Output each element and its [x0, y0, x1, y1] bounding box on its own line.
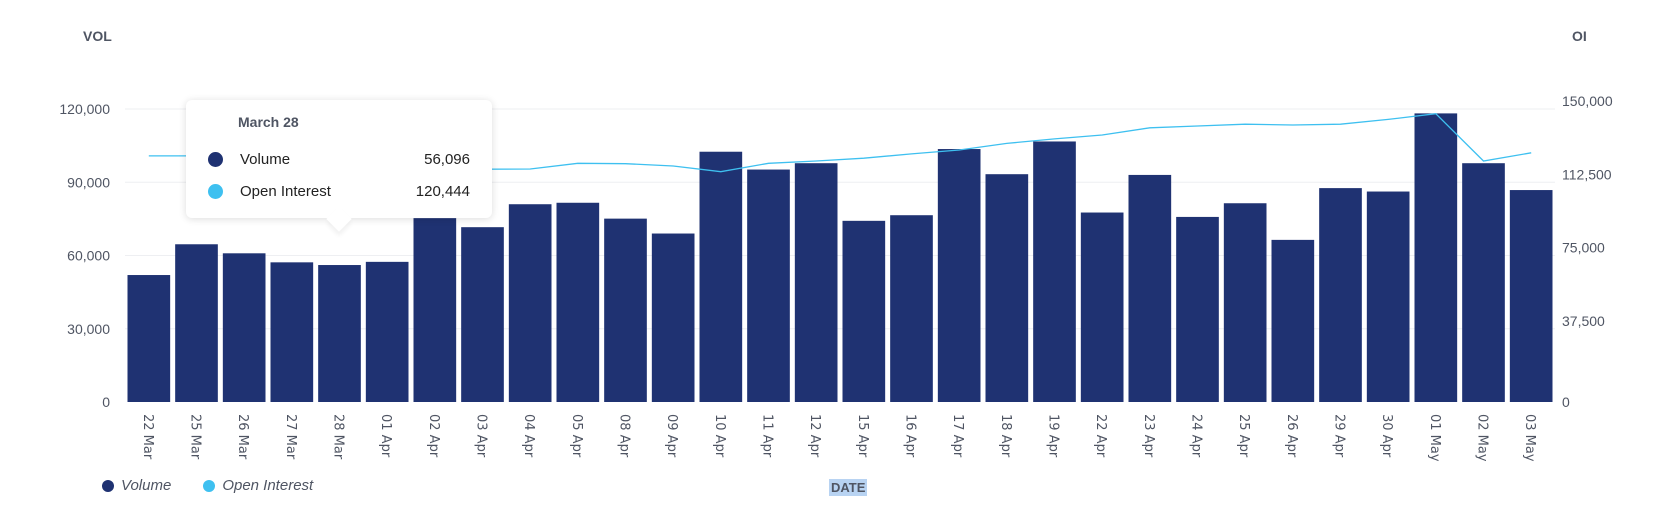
x-tick-label: 10 Apr — [712, 414, 727, 458]
x-axis-labels: 22 Mar 25 Mar 26 Mar 27 Mar 28 Mar 01 Apr 02 A… — [140, 414, 1537, 462]
tooltip: March 28 Volume 56,096 Open Interest 120… — [186, 100, 492, 218]
volume-bar[interactable] — [699, 151, 743, 402]
x-tick-label: 02 May — [1475, 414, 1490, 462]
x-tick-label: 01 Apr — [378, 414, 393, 458]
volume-bar[interactable] — [1080, 212, 1124, 402]
tooltip-row-open-interest: Open Interest 120,444 — [208, 180, 470, 202]
right-tick-label: 37,500 — [1562, 313, 1605, 329]
x-tick-label: 19 Apr — [1046, 414, 1061, 458]
right-tick-label: 150,000 — [1562, 93, 1613, 109]
legend: Volume Open Interest — [102, 477, 345, 494]
x-tick-label: 18 Apr — [998, 414, 1013, 458]
legend-label: Volume — [121, 477, 172, 494]
volume-bar[interactable] — [1509, 190, 1553, 402]
x-tick-label: 17 Apr — [950, 414, 965, 458]
x-tick-label: 26 Mar — [235, 414, 250, 460]
legend-label: Open Interest — [222, 477, 314, 494]
x-tick-label: 22 Mar — [140, 414, 155, 460]
right-tick-label: 112,500 — [1562, 166, 1612, 182]
volume-bar[interactable] — [1176, 216, 1219, 402]
volume-bar[interactable] — [1271, 239, 1315, 402]
left-tick-label: 60,000 — [67, 248, 110, 264]
left-tick-label: 0 — [102, 394, 110, 410]
left-tick-label: 30,000 — [67, 321, 110, 337]
volume-bar[interactable] — [508, 204, 552, 402]
right-tick-label: 0 — [1562, 394, 1570, 410]
volume-dot-icon — [102, 479, 114, 492]
volume-bar[interactable] — [1462, 163, 1505, 402]
volume-bar[interactable] — [1223, 203, 1267, 402]
open-interest-dot-icon — [203, 479, 216, 492]
volume-bar[interactable] — [1414, 113, 1458, 403]
volume-bar[interactable] — [890, 215, 933, 402]
x-tick-label: 16 Apr — [903, 414, 918, 458]
x-tick-label: 23 Apr — [1141, 414, 1156, 458]
x-tick-label: 12 Apr — [807, 414, 822, 458]
x-tick-label: 11 Apr — [760, 414, 775, 458]
left-tick-label: 90,000 — [67, 174, 110, 190]
x-tick-label: 26 Apr — [1284, 414, 1299, 458]
left-axis-ticks: 0 30,000 60,000 90,000 120,000 — [59, 101, 110, 410]
x-tick-label: 03 Apr — [474, 414, 489, 458]
tooltip-title: March 28 — [238, 114, 299, 130]
legend-item-open-interest[interactable]: Open Interest — [203, 477, 313, 494]
x-tick-label: 27 Mar — [283, 414, 298, 460]
left-axis-title: VOL — [83, 28, 112, 44]
x-tick-label: 15 Apr — [855, 414, 870, 458]
legend-item-volume[interactable]: Volume — [102, 477, 171, 494]
volume-bar[interactable] — [937, 149, 981, 402]
volume-bar[interactable] — [1319, 188, 1362, 402]
open-interest-dot-icon — [208, 183, 223, 199]
volume-bar[interactable] — [1366, 191, 1410, 402]
volume-bar[interactable] — [318, 265, 361, 402]
volume-bar[interactable] — [1033, 141, 1076, 402]
x-tick-label: 24 Apr — [1189, 414, 1204, 458]
volume-bar[interactable] — [365, 261, 409, 402]
volume-bar[interactable] — [175, 244, 218, 402]
x-axis-title: DATE — [829, 479, 868, 496]
right-axis-ticks: 0 37,500 75,000 112,500 150,000 — [1562, 93, 1613, 410]
x-tick-label: 02 Apr — [426, 414, 441, 458]
tooltip-value: 56,096 — [424, 150, 470, 168]
x-tick-label: 01 May — [1427, 414, 1442, 462]
volume-bar[interactable] — [222, 253, 266, 402]
tooltip-label: Volume — [240, 150, 291, 168]
x-tick-label: 03 May — [1522, 414, 1537, 462]
volume-bar[interactable] — [651, 233, 695, 402]
x-tick-label: 08 Apr — [617, 414, 632, 458]
volume-bar[interactable] — [747, 169, 790, 402]
right-tick-label: 75,000 — [1562, 240, 1605, 256]
tooltip-row-volume: Volume 56,096 — [208, 148, 470, 170]
x-tick-label: 25 Mar — [188, 414, 203, 460]
volume-bar[interactable] — [270, 262, 314, 402]
x-tick-label: 09 Apr — [664, 414, 679, 458]
x-tick-label: 05 Apr — [569, 414, 584, 458]
x-tick-label: 25 Apr — [1236, 414, 1251, 458]
volume-bar[interactable] — [461, 227, 504, 402]
x-tick-label: 28 Mar — [331, 414, 346, 460]
volume-bar[interactable] — [127, 275, 171, 402]
tooltip-value: 120,444 — [415, 182, 470, 200]
volume-bar[interactable] — [413, 218, 457, 402]
right-axis-title: OI — [1572, 28, 1587, 44]
left-tick-label: 120,000 — [59, 101, 110, 117]
volume-bar[interactable] — [842, 220, 886, 402]
volume-bar[interactable] — [604, 218, 647, 402]
x-tick-label: 30 Apr — [1379, 414, 1394, 458]
x-tick-label: 22 Apr — [1093, 414, 1108, 458]
volume-bar[interactable] — [794, 163, 838, 402]
volume-bar[interactable] — [1128, 174, 1172, 402]
volume-bars — [127, 113, 1553, 403]
volume-bar[interactable] — [556, 202, 600, 402]
x-tick-label: 29 Apr — [1332, 414, 1347, 458]
volume-bar[interactable] — [985, 174, 1029, 402]
x-tick-label: 04 Apr — [521, 414, 536, 458]
tooltip-label: Open Interest — [240, 182, 331, 200]
volume-dot-icon — [208, 151, 223, 167]
